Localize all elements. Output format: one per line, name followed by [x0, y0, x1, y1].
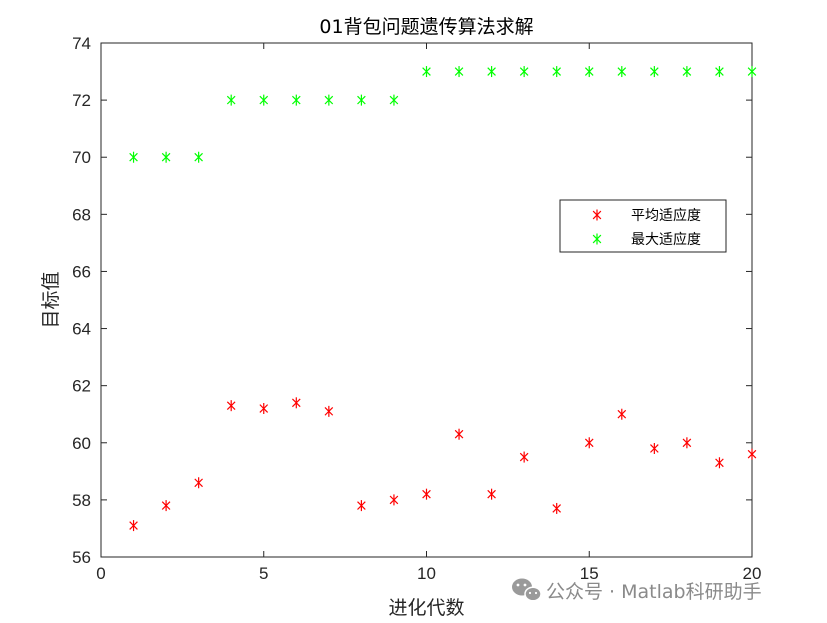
data-point — [226, 400, 236, 412]
data-point — [194, 477, 203, 489]
legend-label: 平均适应度 — [631, 207, 701, 224]
chart-title: 01背包问题遗传算法求解 — [319, 16, 533, 38]
data-point — [259, 94, 269, 106]
axis-ticks: 0 5 10 15 20 56 58 60 62 64 66 68 70 72 74 — [72, 34, 761, 583]
data-point — [161, 500, 171, 512]
data-point — [357, 500, 366, 512]
legend-marker — [592, 209, 602, 221]
data-point — [291, 397, 301, 409]
y-tick-label: 66 — [72, 262, 91, 281]
plot-area — [100, 42, 753, 558]
data-point — [650, 66, 659, 78]
watermark-text: 公众号 · Matlab科研助手 — [546, 581, 762, 603]
data-point — [454, 428, 464, 440]
data-point — [226, 94, 236, 106]
data-point — [747, 66, 757, 78]
data-point — [194, 151, 203, 163]
data-point — [584, 66, 594, 78]
x-tick-label: 10 — [417, 564, 436, 583]
legend-box — [559, 199, 727, 253]
data-point — [519, 451, 529, 463]
data-point — [324, 405, 334, 417]
data-point — [389, 494, 399, 506]
x-axis-label: 进化代数 — [388, 597, 464, 619]
y-tick-label: 74 — [72, 34, 91, 53]
data-point — [129, 520, 138, 532]
x-tick-label: 20 — [743, 564, 762, 583]
data-point — [487, 66, 496, 78]
data-point — [389, 94, 399, 106]
y-tick-label: 60 — [72, 434, 91, 453]
data-point — [682, 437, 692, 449]
data-point — [747, 448, 757, 460]
y-tick-label: 72 — [72, 91, 91, 110]
y-tick-label: 62 — [72, 377, 91, 396]
x-tick-label: 5 — [259, 564, 268, 583]
data-point — [422, 66, 431, 78]
series-layer — [129, 66, 757, 532]
watermark: 公众号 · Matlab科研助手 — [512, 578, 762, 603]
data-point — [552, 502, 562, 514]
data-point — [291, 94, 301, 106]
data-point — [454, 66, 464, 78]
data-point — [519, 66, 529, 78]
legend-marker — [592, 233, 602, 245]
data-point — [584, 437, 594, 449]
data-point — [422, 488, 431, 500]
data-point — [617, 408, 627, 420]
data-point — [357, 94, 366, 106]
data-point — [324, 94, 334, 106]
y-axis-label: 目标值 — [40, 271, 62, 328]
y-tick-label: 68 — [72, 205, 91, 224]
y-tick-label: 56 — [72, 548, 91, 567]
legend-label: 最大适应度 — [631, 231, 701, 248]
data-point — [682, 66, 692, 78]
y-tick-label: 58 — [72, 491, 91, 510]
y-tick-label: 64 — [72, 320, 91, 339]
series-1 — [129, 397, 757, 532]
wechat-icon — [512, 578, 542, 602]
series-2 — [129, 66, 757, 163]
x-tick-label: 15 — [580, 564, 599, 583]
data-point — [487, 488, 496, 500]
data-point — [552, 66, 562, 78]
data-point — [129, 151, 138, 163]
data-point — [617, 66, 627, 78]
x-tick-label: 0 — [96, 564, 105, 583]
data-point — [650, 442, 659, 454]
y-tick-label: 70 — [72, 148, 91, 167]
data-point — [715, 66, 724, 78]
data-point — [259, 403, 269, 415]
data-point — [715, 457, 724, 469]
data-point — [161, 151, 171, 163]
